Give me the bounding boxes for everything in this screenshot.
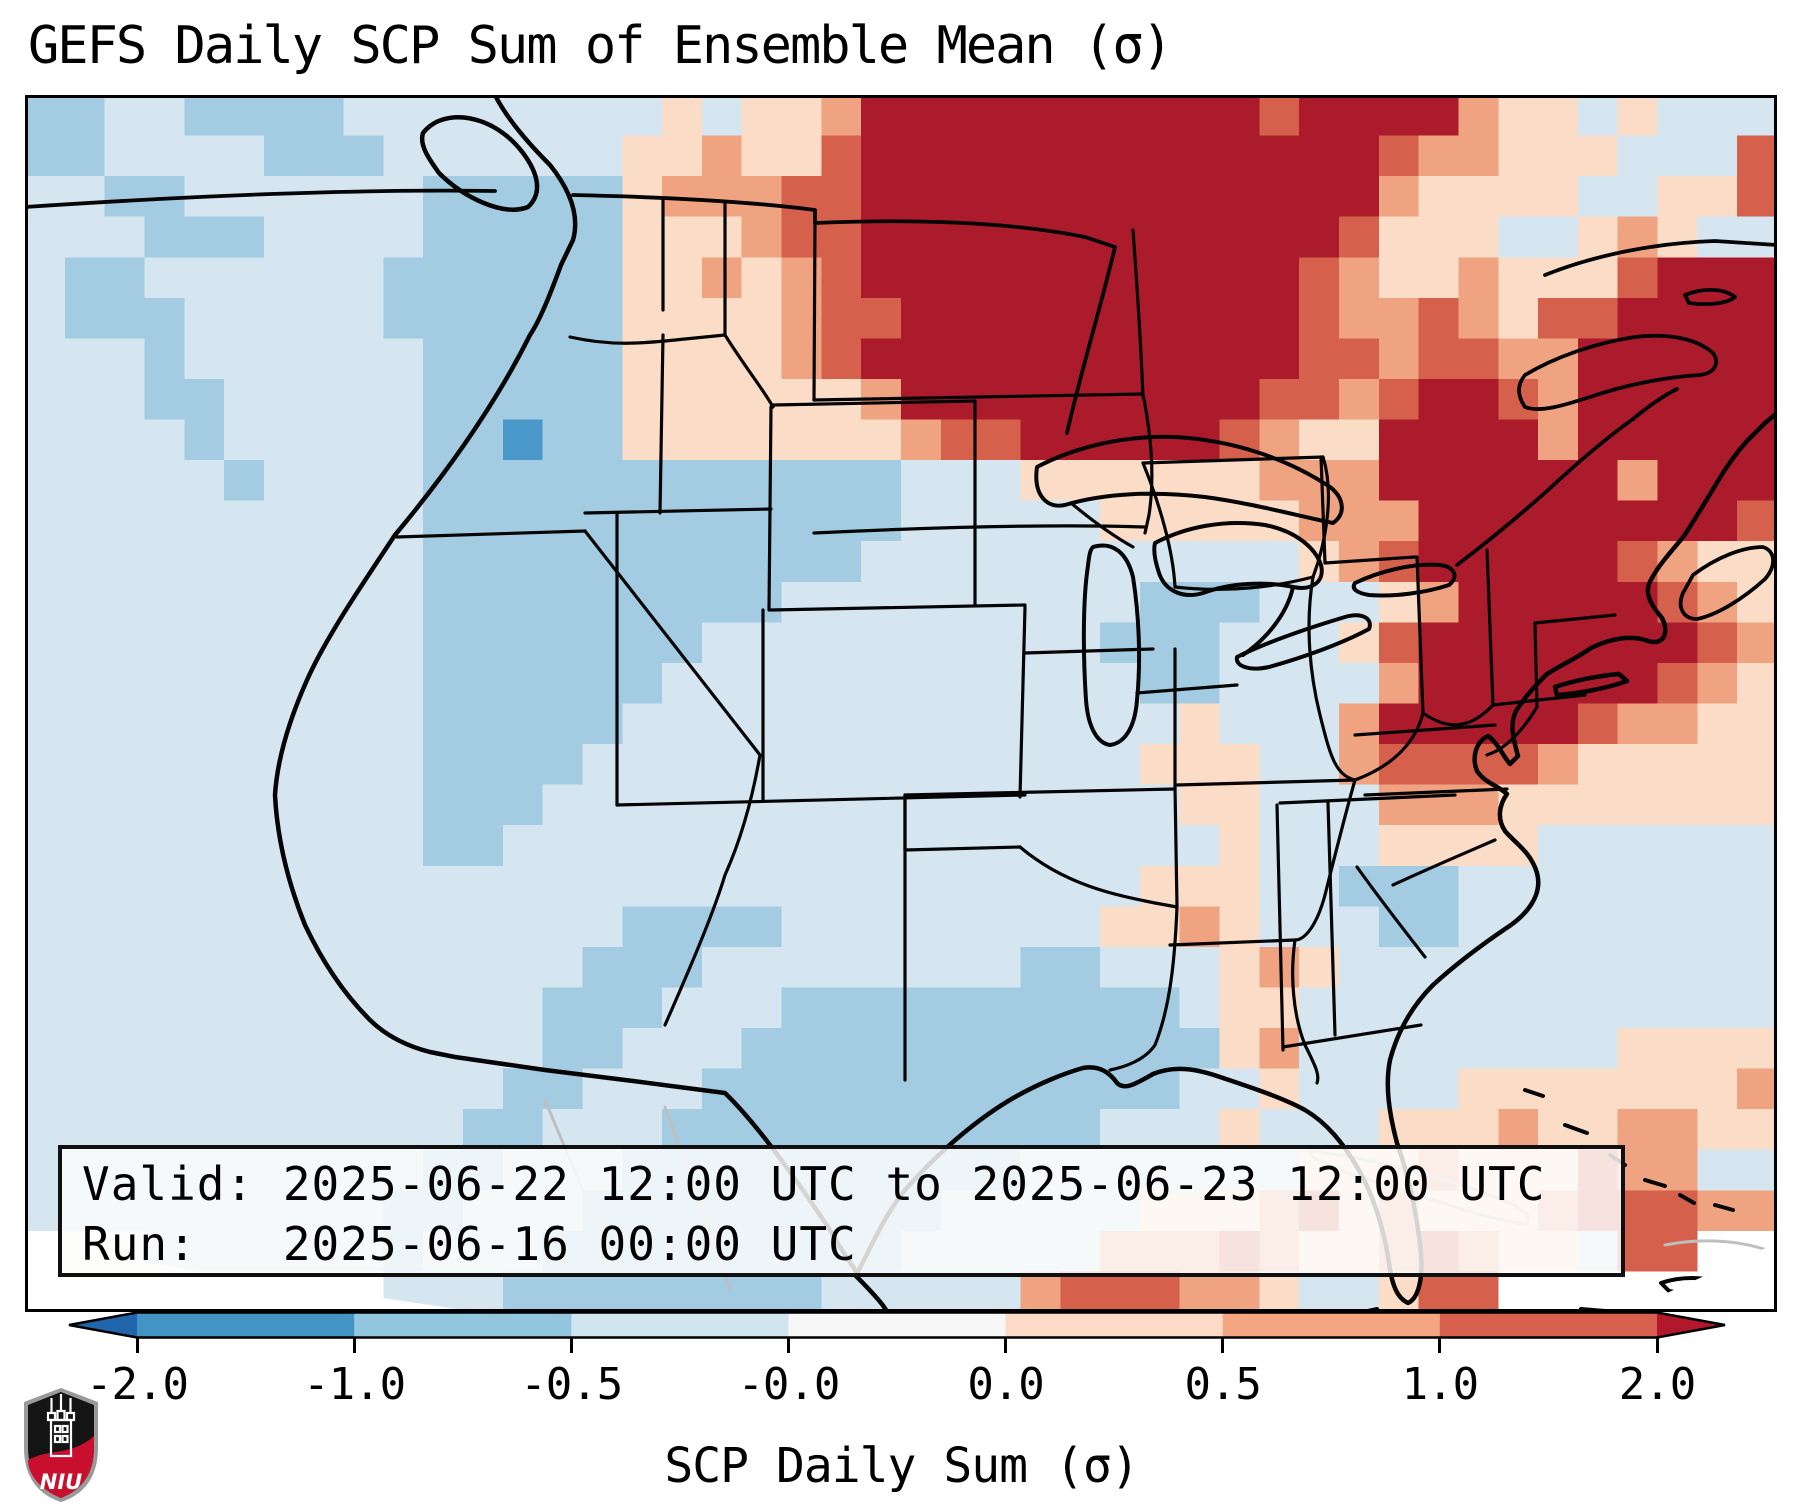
- info-box: Valid: 2025-06-22 12:00 UTC to 2025-06-2…: [58, 1145, 1625, 1277]
- colorbar-tick-label: 0.0: [967, 1359, 1044, 1410]
- colorbar-tick: [135, 1338, 139, 1353]
- colorbar-tick: [1221, 1338, 1225, 1353]
- map-borders-layer: [25, 95, 1777, 1312]
- colorbar: -2.0 -1.0 -0.5 -0.0 0.0 0.5 1.0 2.0: [67, 1311, 1727, 1441]
- colorbar-tick: [1438, 1338, 1442, 1353]
- colorbar-tick-label: -1.0: [303, 1359, 406, 1410]
- canada-border-paths: [25, 188, 1777, 621]
- chart-title: GEFS Daily SCP Sum of Ensemble Mean (σ): [28, 16, 1173, 76]
- colorbar-tick-label: -0.0: [737, 1359, 840, 1410]
- state-border-paths: [395, 197, 1617, 1085]
- colorbar-tick-label: 1.0: [1401, 1359, 1479, 1410]
- colorbar-tick: [786, 1338, 790, 1353]
- great-lakes-outlines: [1034, 434, 1457, 747]
- colorbar-tick: [1655, 1338, 1659, 1353]
- colorbar-tick-label: -2.0: [86, 1359, 189, 1410]
- niu-castle-icon: [46, 1394, 76, 1458]
- colorbar-axis-label: SCP Daily Sum (σ): [664, 1438, 1139, 1494]
- colorbar-tick: [569, 1338, 573, 1353]
- colorbar-tick-label: 2.0: [1618, 1359, 1696, 1410]
- niu-logo-text: NIU: [40, 1470, 82, 1494]
- colorbar-tick-label: 0.5: [1184, 1359, 1261, 1410]
- niu-shield-red: [28, 1436, 94, 1498]
- colorbar-tick-label: -0.5: [520, 1359, 623, 1410]
- colorbar-tick: [352, 1338, 356, 1353]
- map-canvas: [25, 95, 1777, 1312]
- colorbar-bar: [68, 1311, 1726, 1339]
- valid-time-line: Valid: 2025-06-22 12:00 UTC to 2025-06-2…: [82, 1157, 1546, 1211]
- heatmap-grid: [25, 95, 1777, 1312]
- colorbar-tick: [1004, 1338, 1008, 1353]
- coastline-paths: [272, 95, 1777, 1312]
- run-time-line: Run: 2025-06-16 00:00 UTC: [82, 1217, 857, 1271]
- niu-logo: NIU: [24, 1388, 98, 1502]
